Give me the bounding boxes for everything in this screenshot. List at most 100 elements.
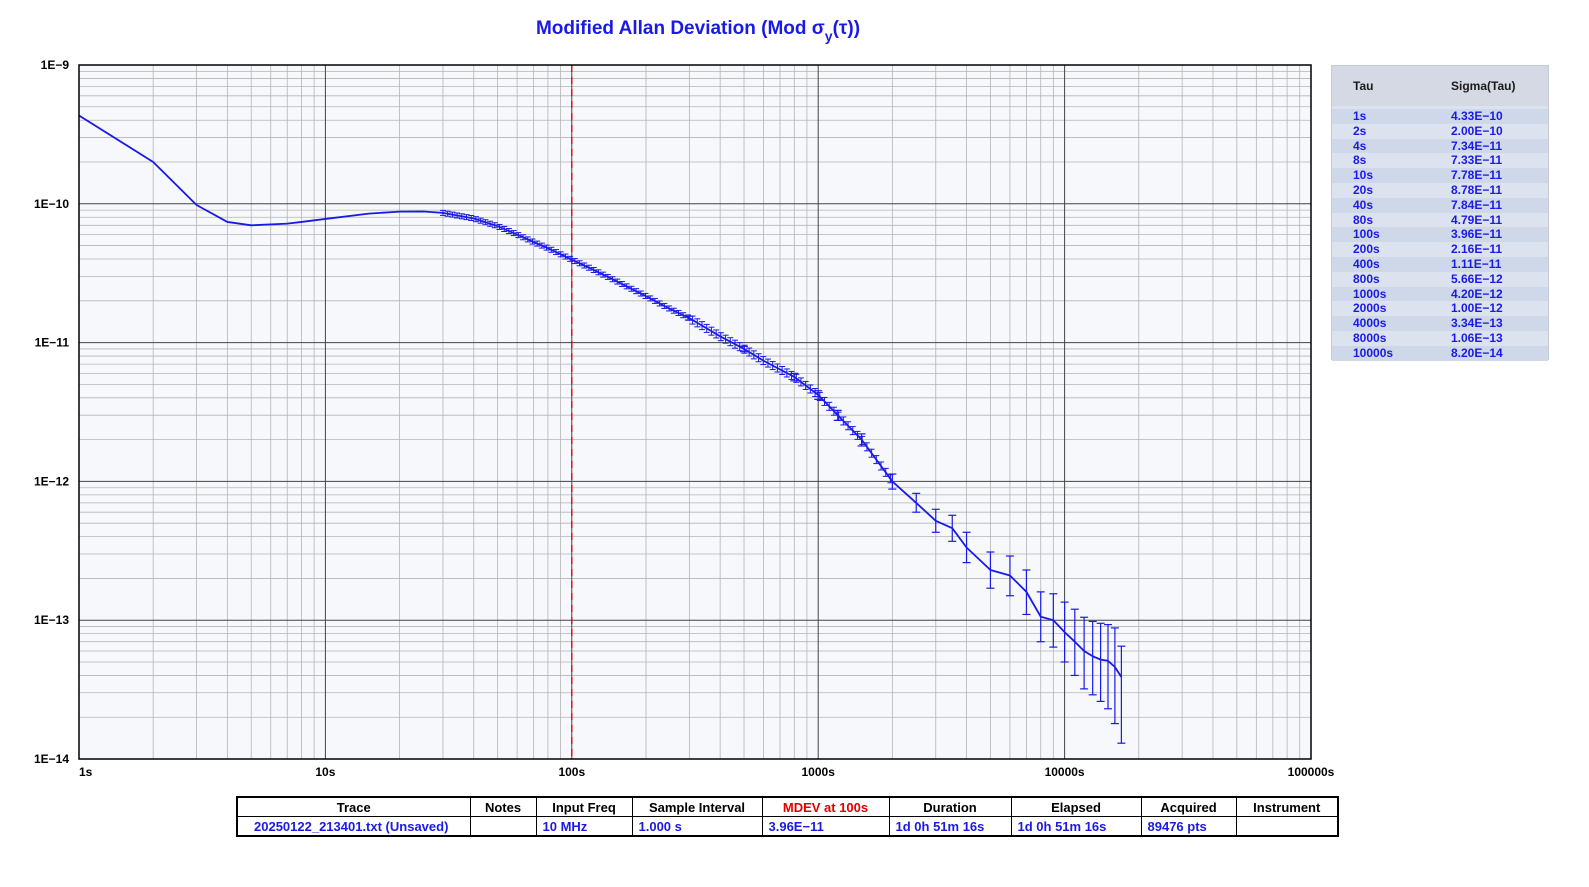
info-header-cell: Elapsed: [1010, 796, 1142, 817]
tau-value: 2s: [1353, 123, 1367, 138]
info-value-cell: 10 MHz: [535, 816, 633, 837]
trace-info-table: Trace Notes Input Freq Sample Interval MDEV …: [236, 796, 1339, 837]
y-tick-label: 1E−10: [34, 197, 69, 211]
x-tick-label: 100s: [558, 765, 585, 779]
y-tick-label: 1E−14: [34, 752, 69, 766]
info-value-cell: 1d 0h 51m 16s: [888, 816, 1012, 837]
tau-value: 8s: [1353, 153, 1367, 168]
sigma-value: 7.34E−11: [1451, 138, 1503, 153]
tau-table-header: Tau Sigma(Tau): [1332, 66, 1548, 106]
sigma-value: 5.66E−12: [1451, 271, 1503, 286]
tau-table-row: 8s 7.33E−11: [1332, 153, 1548, 168]
tau-value: 10s: [1353, 168, 1374, 183]
y-tick-label: 1E−11: [35, 336, 70, 350]
sigma-value: 7.33E−11: [1451, 153, 1503, 168]
tau-value: 40s: [1353, 197, 1374, 212]
x-tick-label: 1s: [79, 765, 93, 779]
sigma-value: 4.20E−12: [1451, 286, 1503, 301]
grid-minor: [79, 65, 1311, 759]
x-tick-label: 10000s: [1045, 765, 1085, 779]
sigma-value: 1.11E−11: [1451, 256, 1502, 271]
tau-sigma-panel: Tau Sigma(Tau) 1s 4.33E−10 2s 2.00E−10 4s 7.3…: [1331, 65, 1549, 361]
tau-table-row: 800s 5.66E−12: [1332, 272, 1548, 287]
sigma-value: 1.06E−13: [1451, 330, 1503, 345]
info-header-cell: Duration: [888, 796, 1012, 817]
y-axis-labels: 1E−9 1E−10 1E−11 1E−12 1E−13 1E−14: [34, 58, 69, 766]
tau-table-row: 2s 2.00E−10: [1332, 124, 1548, 139]
tau-table-row: 1000s 4.20E−12: [1332, 286, 1548, 302]
chart-title: Modified Allan Deviation (Mod σy(τ)): [536, 18, 860, 44]
tau-table-rows: 1s 4.33E−10 2s 2.00E−10 4s 7.34E−11 8s 7.33E−11…: [1332, 109, 1548, 361]
tau-table-row: 2000s 1.00E−12: [1332, 301, 1548, 316]
info-header-cell: Acquired: [1140, 796, 1237, 817]
tau-table-row: 4000s 3.34E−13: [1332, 316, 1548, 331]
tau-value: 400s: [1353, 256, 1380, 271]
tau-value: 20s: [1353, 182, 1374, 197]
tau-table-row: 10s 7.78E−11: [1332, 168, 1548, 183]
tau-value: 4s: [1353, 138, 1367, 153]
sigma-value: 4.33E−10: [1451, 109, 1503, 123]
chart-title-subscript: y: [825, 28, 833, 44]
sigma-value: 1.00E−12: [1451, 301, 1503, 316]
x-tick-label: 100000s: [1288, 765, 1335, 779]
info-value-cell: 3.96E−11: [761, 816, 890, 837]
tau-table-row: 40s 7.84E−11: [1332, 197, 1548, 213]
plot-frame: [78, 64, 1312, 760]
info-header-row: Trace Notes Input Freq Sample Interval MDEV …: [236, 796, 1339, 817]
info-header-cell: Trace: [236, 796, 471, 817]
sigma-value: 2.16E−11: [1451, 242, 1503, 257]
info-value-cell: 89476 pts: [1140, 816, 1237, 837]
info-header-cell: Sample Interval: [631, 796, 763, 817]
tau-table-row: 8000s 1.06E−13: [1332, 331, 1548, 346]
x-tick-label: 10s: [315, 765, 335, 779]
sigma-value: 3.96E−11: [1451, 227, 1503, 242]
tau-value: 4000s: [1353, 316, 1387, 331]
tau-value: 80s: [1353, 212, 1374, 227]
series-layer: [78, 114, 1123, 678]
tau-value: 1s: [1353, 109, 1367, 123]
y-tick-label: 1E−13: [34, 613, 69, 627]
sigma-value: 7.78E−11: [1451, 168, 1503, 183]
error-bars: [439, 209, 1126, 744]
info-header-cell: MDEV at 100s: [761, 796, 890, 817]
sigma-column-header: Sigma(Tau): [1451, 79, 1516, 93]
tau-table-row: 80s 4.79E−11: [1332, 213, 1548, 228]
tau-table-row: 20s 8.78E−11: [1332, 183, 1548, 198]
info-value-cell: 1d 0h 51m 16s: [1010, 816, 1142, 837]
tau-value: 8000s: [1353, 330, 1387, 345]
info-header-cell: Notes: [469, 796, 537, 817]
info-value-row: 20250122_213401.txt (Unsaved) 10 MHz 1.000…: [236, 816, 1339, 837]
info-header-cell: Instrument: [1235, 796, 1339, 817]
plot-area: [79, 65, 1311, 759]
info-value-cell: [1235, 816, 1339, 837]
info-value-cell: [469, 816, 537, 837]
sigma-value: 8.20E−14: [1451, 345, 1503, 360]
sigma-value: 2.00E−10: [1451, 123, 1503, 138]
sigma-value: 4.79E−11: [1451, 212, 1503, 227]
tau-value: 1000s: [1353, 286, 1387, 301]
tau-value: 200s: [1353, 242, 1380, 257]
sigma-value: 8.78E−11: [1451, 182, 1503, 197]
tau-table-row: 4s 7.34E−11: [1332, 138, 1548, 154]
tau-table-row: 200s 2.16E−11: [1332, 242, 1548, 257]
sigma-value: 3.34E−13: [1451, 316, 1503, 331]
tau-value: 2000s: [1353, 301, 1387, 316]
tau-value: 10000s: [1353, 345, 1394, 360]
y-tick-label: 1E−9: [41, 58, 70, 72]
tau-column-header: Tau: [1353, 79, 1374, 93]
tau-table-row: 1s 4.33E−10: [1332, 109, 1548, 124]
x-tick-label: 1000s: [802, 765, 836, 779]
mdev-series-line: [78, 114, 1123, 678]
chart-title-main: Modified Allan Deviation (Mod σ: [536, 18, 825, 39]
x-axis-labels: 1s 10s 100s 1000s 10000s 100000s: [79, 765, 1335, 779]
y-tick-label: 1E−12: [34, 474, 69, 488]
chart-title-tail: (τ)): [833, 18, 860, 39]
tau-table-row: 10000s 8.20E−14: [1332, 345, 1548, 361]
info-header-cell: Input Freq: [535, 796, 633, 817]
tau-value: 100s: [1353, 227, 1380, 242]
info-value-cell: 20250122_213401.txt (Unsaved): [236, 816, 471, 837]
tau-table-row: 400s 1.11E−11: [1332, 256, 1548, 272]
tau-table-row: 100s 3.96E−11: [1332, 227, 1548, 243]
sigma-value: 7.84E−11: [1451, 197, 1503, 212]
